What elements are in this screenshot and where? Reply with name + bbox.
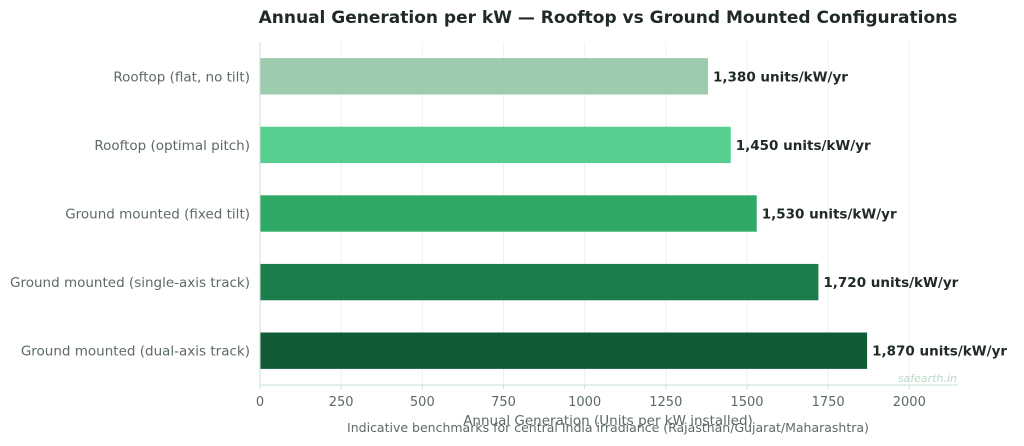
x-axis-title: Annual Generation (Units per kW installe… bbox=[463, 413, 753, 429]
value-label: 1,380 units/kW/yr bbox=[713, 69, 848, 85]
x-tick-label: 2000 bbox=[893, 395, 926, 410]
x-tick-label: 1750 bbox=[812, 395, 845, 410]
value-label: 1,450 units/kW/yr bbox=[736, 138, 871, 154]
bar bbox=[260, 126, 731, 164]
labels: 0 250 500 750 1000 1250 1500 1750 2000 Rooftop (f… bbox=[10, 69, 1007, 410]
axes bbox=[259, 42, 958, 386]
chart-subtitle: Indicative benchmarks for central India … bbox=[347, 420, 869, 435]
x-tick-label: 0 bbox=[256, 395, 264, 410]
x-tick-label: 1000 bbox=[568, 395, 601, 410]
watermark: safearth.in bbox=[898, 372, 957, 385]
category-label: Ground mounted (single-axis track) bbox=[10, 275, 250, 291]
chart-title: Annual Generation per kW — Rooftop vs Gr… bbox=[259, 8, 958, 28]
bars bbox=[260, 58, 868, 369]
x-tick-label: 500 bbox=[410, 395, 435, 410]
bar bbox=[260, 58, 709, 95]
x-tick-label: 750 bbox=[491, 395, 516, 410]
category-label: Rooftop (flat, no tilt) bbox=[113, 69, 250, 85]
category-label: Ground mounted (dual-axis track) bbox=[21, 344, 250, 360]
value-label: 1,530 units/kW/yr bbox=[762, 207, 897, 223]
category-label: Rooftop (optimal pitch) bbox=[94, 138, 250, 154]
x-tick-label: 1500 bbox=[730, 395, 763, 410]
x-tick-label: 250 bbox=[329, 395, 354, 410]
value-label: 1,720 units/kW/yr bbox=[823, 275, 958, 291]
category-label: Ground mounted (fixed tilt) bbox=[65, 207, 250, 223]
x-tick-label: 1250 bbox=[649, 395, 682, 410]
bar bbox=[260, 263, 819, 301]
bar bbox=[260, 195, 757, 232]
value-label: 1,870 units/kW/yr bbox=[872, 344, 1007, 360]
bar bbox=[260, 332, 868, 369]
